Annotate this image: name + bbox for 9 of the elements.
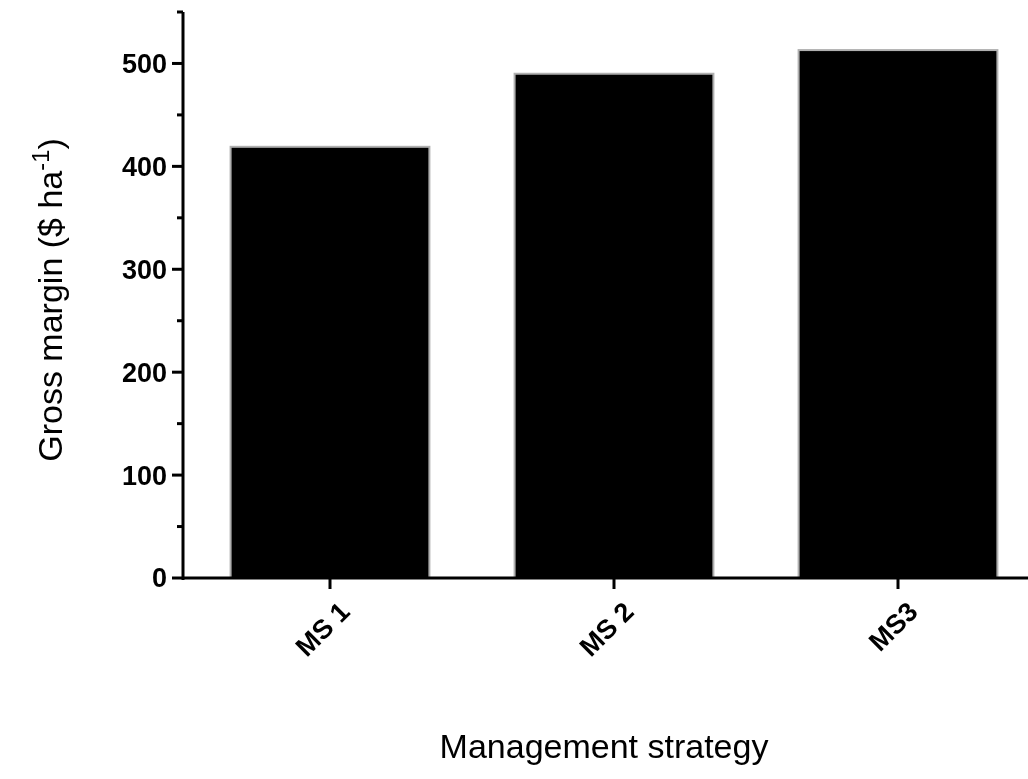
x-tick-label: MS 2 (573, 596, 640, 663)
y-tick-label: 100 (121, 460, 167, 491)
y-tick-label: 300 (121, 254, 167, 285)
x-tick-label: MS 1 (289, 596, 356, 663)
y-tick-label: 400 (121, 151, 167, 182)
y-tick-label: 200 (121, 357, 167, 388)
x-axis-title: Management strategy (439, 727, 769, 765)
y-tick-label: 0 (151, 563, 167, 594)
y-tick-label: 500 (121, 48, 167, 79)
